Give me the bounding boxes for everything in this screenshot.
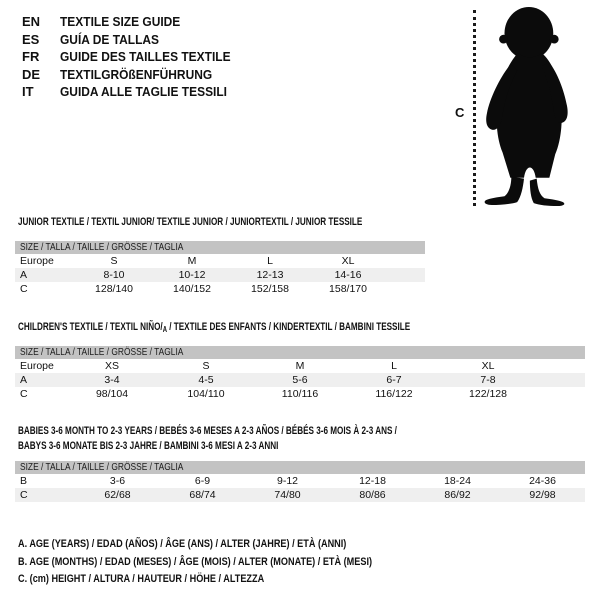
footnote-c: C. (cm) HEIGHT / ALTURA / HAUTEUR / HÖHE… bbox=[18, 573, 265, 585]
size-cell: 14-16 bbox=[334, 269, 362, 281]
size-header-bar: SIZE / TALLA / TAILLE / GRÖSSE / TAGLIA bbox=[15, 461, 585, 474]
size-cell: 12-13 bbox=[256, 269, 284, 281]
size-cell: L bbox=[267, 255, 273, 267]
row-label: Europe bbox=[20, 360, 54, 372]
babies-size-table: SIZE / TALLA / TAILLE / GRÖSSE / TAGLIA … bbox=[15, 461, 585, 502]
language-label: GUIDA ALLE TAGLIE TESSILI bbox=[60, 84, 228, 99]
size-cell: 5-6 bbox=[292, 374, 308, 386]
table-row: Europe XS S M L XL bbox=[15, 359, 585, 373]
size-cell: 6-7 bbox=[386, 374, 402, 386]
size-cell: S bbox=[110, 255, 118, 267]
size-cell: XL bbox=[341, 255, 355, 267]
size-cell: 128/140 bbox=[95, 283, 133, 295]
language-label: TEXTILGRÖßENFÜHRUNG bbox=[60, 66, 213, 82]
table-row: C 98/104 104/110 110/116 116/122 122/128 bbox=[15, 387, 585, 401]
size-cell: 74/80 bbox=[274, 489, 301, 501]
size-cell: 68/74 bbox=[189, 489, 216, 501]
size-cell: 8-10 bbox=[103, 269, 125, 281]
size-cell: L bbox=[391, 360, 397, 372]
size-cell: 4-5 bbox=[198, 374, 214, 386]
junior-table-title: JUNIOR TEXTILE / TEXTIL JUNIOR/ TEXTILE … bbox=[18, 216, 363, 228]
title-subscript: A bbox=[162, 325, 167, 334]
size-cell: XL bbox=[481, 360, 495, 372]
size-cell: 140/152 bbox=[173, 283, 211, 295]
language-code: IT bbox=[22, 84, 34, 99]
size-cell: 158/170 bbox=[329, 283, 367, 295]
language-row-de: DE TEXTILGRÖßENFÜHRUNG bbox=[22, 66, 245, 84]
footnote-b: B. AGE (MONTHS) / EDAD (MESES) / ÂGE (MO… bbox=[18, 555, 373, 568]
size-cell: 116/122 bbox=[375, 388, 413, 400]
toddler-silhouette-icon bbox=[478, 6, 570, 211]
table-row: C 62/68 68/74 74/80 80/86 86/92 92/98 bbox=[15, 488, 585, 502]
language-row-fr: FR GUIDE DES TAILLES TEXTILE bbox=[22, 48, 245, 66]
size-cell: 18-24 bbox=[444, 475, 471, 487]
size-cell: XS bbox=[104, 360, 119, 372]
language-code: ES bbox=[22, 31, 40, 47]
row-label: C bbox=[20, 489, 28, 501]
size-cell: 152/158 bbox=[251, 283, 289, 295]
size-cell: 62/68 bbox=[104, 489, 131, 501]
size-cell: 12-18 bbox=[359, 475, 386, 487]
row-label: Europe bbox=[20, 255, 54, 267]
size-cell: 92/98 bbox=[529, 489, 556, 501]
footnotes: A. AGE (YEARS) / EDAD (AÑOS) / ÂGE (ANS)… bbox=[18, 536, 445, 589]
height-marker-label: C bbox=[455, 105, 465, 120]
language-code: DE bbox=[22, 66, 41, 82]
junior-size-table: SIZE / TALLA / TAILLE / GRÖSSE / TAGLIA … bbox=[15, 241, 425, 296]
table-row: B 3-6 6-9 9-12 12-18 18-24 24-36 bbox=[15, 474, 585, 488]
size-cell: M bbox=[187, 255, 197, 267]
size-cell: S bbox=[202, 360, 210, 372]
language-row-en: EN TEXTILE SIZE GUIDE bbox=[22, 13, 245, 31]
row-label: B bbox=[20, 475, 28, 487]
children-table-title: CHILDREN'S TEXTILE / TEXTIL NIÑO/A / TEX… bbox=[18, 321, 411, 334]
language-label: TEXTILE SIZE GUIDE bbox=[60, 14, 181, 29]
size-cell: 110/116 bbox=[281, 388, 319, 400]
table-row: C 128/140 140/152 152/158 158/170 bbox=[15, 282, 425, 296]
size-cell: 24-36 bbox=[529, 475, 556, 487]
size-cell: 3-4 bbox=[104, 374, 120, 386]
size-cell: 104/110 bbox=[187, 388, 225, 400]
size-cell: 80/86 bbox=[359, 489, 386, 501]
table-row: A 8-10 10-12 12-13 14-16 bbox=[15, 268, 425, 282]
children-size-table: SIZE / TALLA / TAILLE / GRÖSSE / TAGLIA … bbox=[15, 346, 585, 401]
size-cell: 122/128 bbox=[469, 388, 507, 400]
height-measure-dotted-line bbox=[473, 10, 476, 206]
size-cell: 86/92 bbox=[444, 489, 471, 501]
size-cell: 10-12 bbox=[178, 269, 206, 281]
size-cell: 9-12 bbox=[276, 475, 298, 487]
footnote-a: A. AGE (YEARS) / EDAD (AÑOS) / ÂGE (ANS)… bbox=[18, 538, 347, 550]
row-label: A bbox=[20, 269, 28, 281]
size-cell: 3-6 bbox=[109, 475, 126, 487]
language-code: EN bbox=[22, 14, 41, 29]
language-label: GUÍA DE TALLAS bbox=[60, 31, 160, 47]
babies-table-title: BABIES 3-6 MONTH TO 2-3 YEARS / BEBÉS 3-… bbox=[18, 425, 397, 452]
table-row: Europe S M L XL bbox=[15, 254, 425, 268]
size-header-bar: SIZE / TALLA / TAILLE / GRÖSSE / TAGLIA bbox=[15, 346, 585, 359]
language-label: GUIDE DES TAILLES TEXTILE bbox=[60, 49, 231, 64]
size-cell: 98/104 bbox=[95, 388, 129, 400]
size-cell: 7-8 bbox=[480, 374, 496, 386]
size-cell: M bbox=[295, 360, 305, 372]
language-code: FR bbox=[22, 49, 40, 64]
size-header-bar: SIZE / TALLA / TAILLE / GRÖSSE / TAGLIA bbox=[15, 241, 425, 254]
language-header: EN TEXTILE SIZE GUIDE ES GUÍA DE TALLAS FR… bbox=[22, 13, 245, 101]
table-row: A 3-4 4-5 5-6 6-7 7-8 bbox=[15, 373, 585, 387]
row-label: A bbox=[20, 374, 28, 386]
row-label: C bbox=[20, 388, 28, 400]
language-row-it: IT GUIDA ALLE TAGLIE TESSILI bbox=[22, 83, 245, 101]
row-label: C bbox=[20, 283, 28, 295]
size-cell: 6-9 bbox=[194, 475, 211, 487]
language-row-es: ES GUÍA DE TALLAS bbox=[22, 31, 245, 49]
